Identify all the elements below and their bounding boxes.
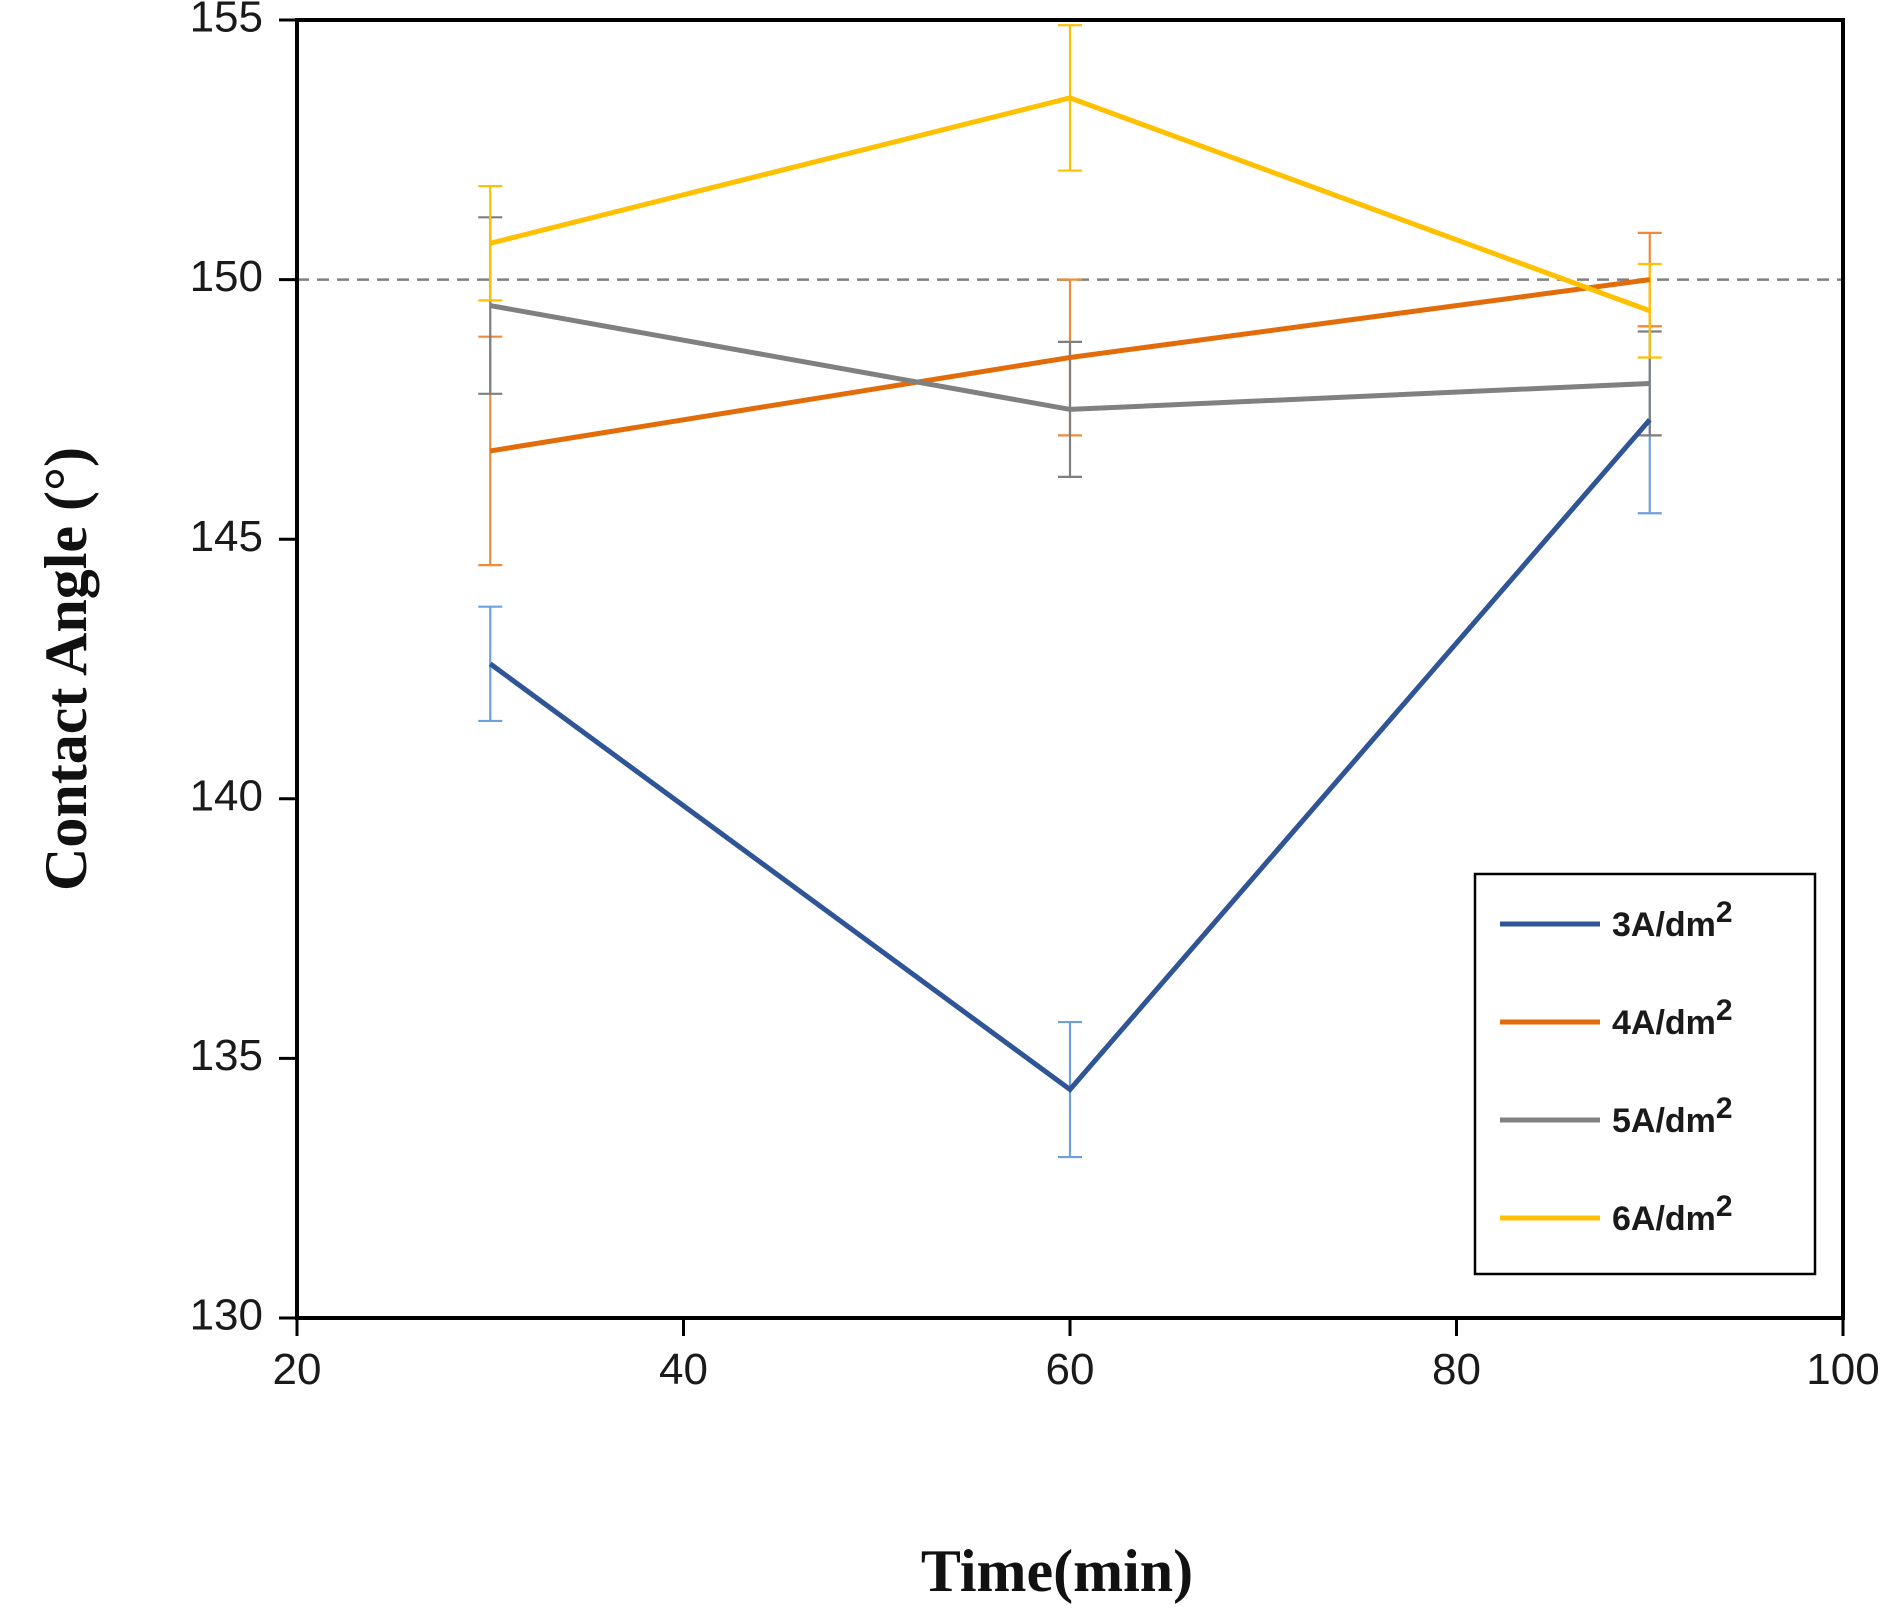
x-tick-label: 80 (1432, 1345, 1481, 1394)
series-line-4a-dm2 (489, 277, 1651, 454)
legend-item-4: 6A/dm2 (1500, 1190, 1733, 1238)
y-axis-title: Contact Angle (°) (33, 447, 99, 891)
legend-item-2: 4A/dm2 (1500, 994, 1733, 1042)
legend-item-3: 5A/dm2 (1500, 1092, 1733, 1140)
error-bar-6a-dm-30 (478, 185, 503, 302)
y-tick-label: 150 (190, 252, 263, 301)
legend-label-superscript: 2 (1716, 1092, 1733, 1125)
legend-box (1473, 872, 1817, 1276)
series-line-5a-dm2 (489, 303, 1650, 412)
x-tick-label: 60 (1046, 1345, 1095, 1394)
legend-label-superscript: 2 (1716, 1190, 1733, 1223)
series-lines-layer (488, 95, 1652, 1093)
legend-label-superscript: 2 (1716, 994, 1733, 1027)
series-line-3a-dm2 (488, 418, 1652, 1093)
legend-label-text: 6A/dm (1612, 1200, 1716, 1238)
legend-label-text: 5A/dm (1612, 1102, 1716, 1140)
y-tick-label: 140 (190, 771, 263, 820)
x-tick-label: 20 (273, 1345, 322, 1394)
x-tick-label: 100 (1806, 1345, 1879, 1394)
legend-label: 5A/dm2 (1612, 1092, 1733, 1140)
x-tick-label: 40 (659, 1345, 708, 1394)
legend-label-text: 4A/dm (1612, 1004, 1716, 1042)
y-tick-label: 155 (190, 0, 263, 42)
legend-label: 4A/dm2 (1612, 994, 1733, 1042)
legend-label: 3A/dm2 (1612, 896, 1733, 944)
y-tick-label: 130 (190, 1291, 263, 1340)
axis-ticks-layer: 130 135 140 145 150 155 20 40 60 80 100 (190, 0, 1880, 1394)
y-tick-label: 135 (190, 1031, 263, 1080)
series-line-6a-dm2 (489, 95, 1651, 314)
legend-label: 6A/dm2 (1612, 1190, 1733, 1238)
legend-label-superscript: 2 (1716, 896, 1733, 929)
x-axis-title: Time(min) (921, 1538, 1193, 1604)
y-tick-label: 145 (190, 512, 263, 561)
legend-item-1: 3A/dm2 (1500, 896, 1733, 944)
legend-label-text: 3A/dm (1612, 906, 1716, 944)
